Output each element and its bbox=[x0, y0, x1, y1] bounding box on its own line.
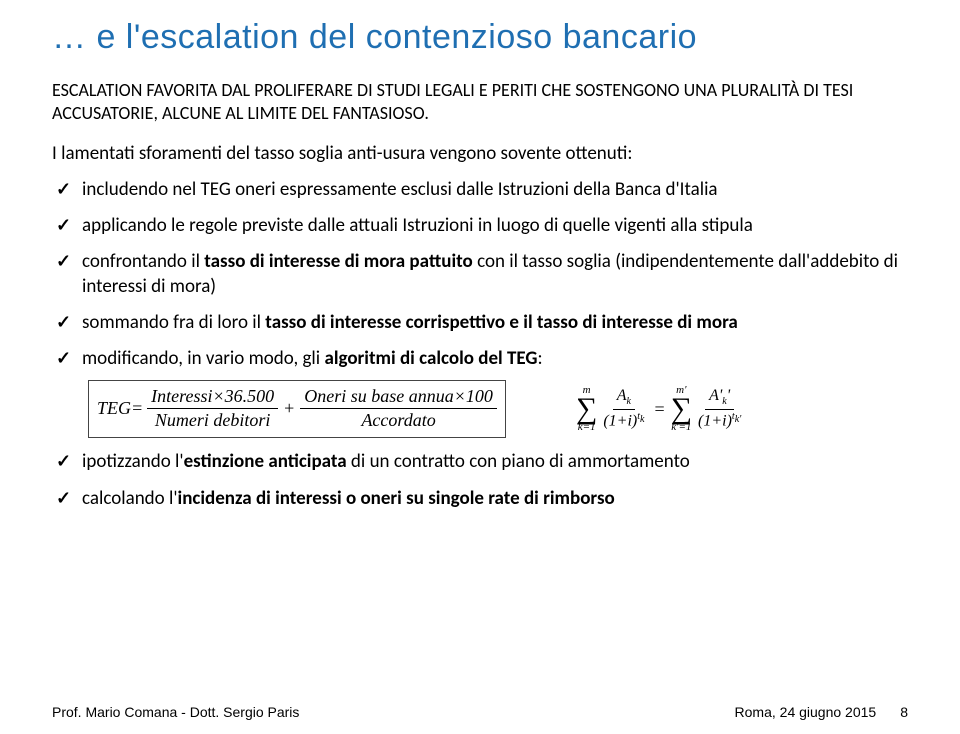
bold-text: algoritmi di calcolo del TEG bbox=[324, 347, 537, 370]
subscript: k' bbox=[735, 414, 742, 425]
numerator: Ak bbox=[613, 388, 635, 410]
denominator: Accordato bbox=[357, 409, 439, 430]
footer: Prof. Mario Comana - Dott. Sergio Paris … bbox=[52, 704, 908, 720]
text: : bbox=[537, 347, 542, 370]
list-item: sommando fra di loro il tasso di interes… bbox=[52, 311, 908, 335]
denominator: Numeri debitori bbox=[151, 409, 275, 430]
text: (1+i) bbox=[603, 413, 637, 430]
list-item: includendo nel TEG oneri espressamente e… bbox=[52, 178, 908, 202]
text: sommando fra di loro il bbox=[82, 311, 265, 334]
denominator: (1+i)tk bbox=[599, 410, 648, 429]
superscript: tk bbox=[637, 411, 644, 422]
plus-sign: + bbox=[284, 398, 294, 419]
bold-text: tasso di interesse corrispettivo e il ta… bbox=[265, 311, 738, 334]
fraction: Interessi×36.500 Numeri debitori bbox=[147, 387, 278, 430]
sigma-symbol: ∑ bbox=[576, 396, 597, 422]
subscript: k bbox=[627, 396, 631, 407]
teg-lhs: TEG= bbox=[97, 398, 143, 419]
numerator: A'k' bbox=[705, 388, 734, 410]
fraction: A'k' (1+i)tk' bbox=[694, 388, 745, 430]
list-item: applicando le regole previste dalle attu… bbox=[52, 214, 908, 238]
text: ' bbox=[727, 387, 730, 404]
sigma: m ∑ k=1 bbox=[576, 385, 597, 433]
subscript: k bbox=[640, 414, 644, 425]
bullet-list: includendo nel TEG oneri espressamente e… bbox=[52, 178, 908, 372]
bold-text: incidenza di interessi o oneri su singol… bbox=[178, 487, 615, 510]
sigma-lower: k'=1 bbox=[671, 422, 691, 433]
sigma-symbol: ∑ bbox=[671, 396, 692, 422]
bullet-list: ipotizzando l'estinzione anticipata di u… bbox=[52, 450, 908, 511]
text: (1+i) bbox=[698, 413, 732, 430]
page-number: 8 bbox=[900, 704, 908, 720]
fraction: Ak (1+i)tk bbox=[599, 388, 648, 430]
summation-formula: m ∑ k=1 Ak (1+i)tk = m' ∑ k'=1 A'k' (1+i… bbox=[576, 385, 745, 433]
bold-text: estinzione anticipata bbox=[184, 450, 347, 473]
text: A' bbox=[709, 387, 722, 404]
page-title: … e l'escalation del contenzioso bancari… bbox=[52, 18, 908, 57]
footer-right: Roma, 24 giugno 2015 bbox=[735, 704, 877, 720]
sigma-lower: k=1 bbox=[578, 422, 596, 433]
subtitle: ESCALATION FAVORITA DAL PROLIFERARE DI S… bbox=[52, 79, 908, 124]
bold-text: tasso di interesse di mora pattuito bbox=[204, 250, 473, 273]
numerator: Oneri su base annua×100 bbox=[300, 387, 497, 409]
footer-left: Prof. Mario Comana - Dott. Sergio Paris bbox=[52, 704, 299, 720]
superscript: tk' bbox=[732, 411, 741, 422]
lead-text: I lamentati sforamenti del tasso soglia … bbox=[52, 142, 908, 166]
list-item: modificando, in vario modo, gli algoritm… bbox=[52, 347, 908, 371]
text: modificando, in vario modo, gli bbox=[82, 347, 324, 370]
teg-formula-box: TEG= Interessi×36.500 Numeri debitori + … bbox=[88, 380, 506, 439]
text: calcolando l' bbox=[82, 487, 178, 510]
list-item: confrontando il tasso di interesse di mo… bbox=[52, 250, 908, 299]
text: A bbox=[617, 387, 627, 404]
formula-row: TEG= Interessi×36.500 Numeri debitori + … bbox=[88, 380, 908, 439]
numerator: Interessi×36.500 bbox=[147, 387, 278, 409]
text: ipotizzando l' bbox=[82, 450, 184, 473]
text: confrontando il bbox=[82, 250, 204, 273]
fraction: Oneri su base annua×100 Accordato bbox=[300, 387, 497, 430]
equals-sign: = bbox=[654, 399, 664, 420]
list-item: calcolando l'incidenza di interessi o on… bbox=[52, 487, 908, 511]
sigma: m' ∑ k'=1 bbox=[671, 385, 692, 433]
denominator: (1+i)tk' bbox=[694, 410, 745, 429]
list-item: ipotizzando l'estinzione anticipata di u… bbox=[52, 450, 908, 474]
text: di un contratto con piano di ammortament… bbox=[347, 450, 690, 473]
